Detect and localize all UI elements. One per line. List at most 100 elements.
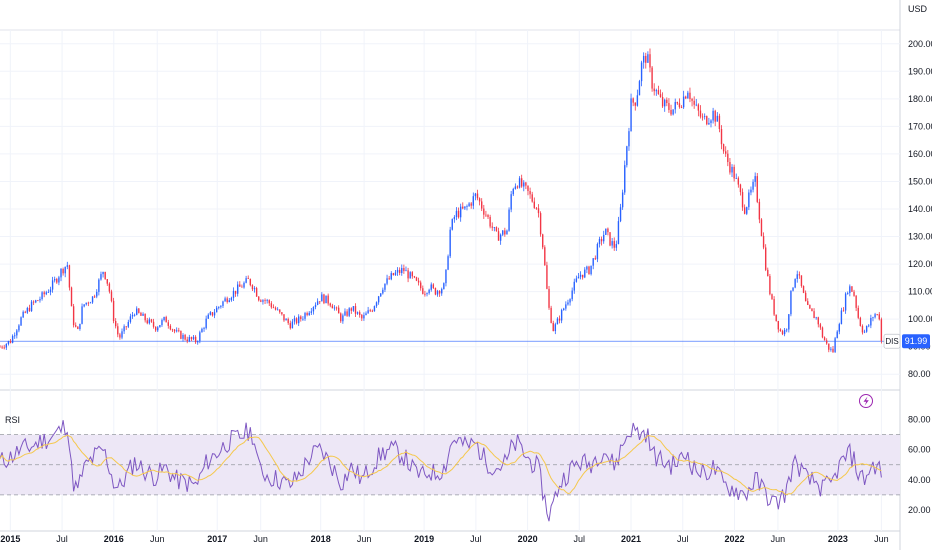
candle[interactable] bbox=[407, 267, 409, 283]
candle[interactable] bbox=[26, 306, 29, 314]
candle[interactable] bbox=[836, 330, 838, 339]
candle[interactable] bbox=[215, 305, 218, 313]
candle[interactable] bbox=[682, 90, 685, 109]
candle[interactable] bbox=[329, 302, 331, 308]
candle[interactable] bbox=[542, 233, 544, 250]
candle[interactable] bbox=[466, 204, 468, 211]
candle[interactable] bbox=[363, 312, 365, 321]
candle[interactable] bbox=[167, 319, 169, 329]
candle[interactable] bbox=[438, 290, 441, 297]
candle[interactable] bbox=[520, 174, 523, 188]
candle[interactable] bbox=[842, 307, 845, 312]
candle[interactable] bbox=[209, 311, 212, 316]
candle[interactable] bbox=[369, 308, 371, 313]
candle[interactable] bbox=[213, 308, 216, 319]
candle[interactable] bbox=[575, 275, 578, 283]
candle[interactable] bbox=[720, 125, 723, 150]
candle[interactable] bbox=[276, 307, 279, 311]
candle[interactable] bbox=[243, 281, 245, 289]
candle[interactable] bbox=[443, 282, 445, 290]
candle[interactable] bbox=[430, 282, 432, 292]
candle[interactable] bbox=[41, 291, 43, 301]
candle[interactable] bbox=[287, 317, 289, 325]
candle[interactable] bbox=[560, 308, 563, 324]
candle[interactable] bbox=[748, 189, 750, 211]
candle[interactable] bbox=[613, 237, 615, 251]
candle[interactable] bbox=[537, 204, 540, 218]
candle[interactable] bbox=[674, 98, 676, 114]
candle[interactable] bbox=[565, 301, 567, 311]
candle[interactable] bbox=[434, 287, 437, 296]
price-candles[interactable] bbox=[0, 48, 883, 354]
candle[interactable] bbox=[205, 315, 207, 330]
candle[interactable] bbox=[20, 316, 22, 326]
candle[interactable] bbox=[87, 301, 90, 307]
candle[interactable] bbox=[365, 311, 367, 316]
candle[interactable] bbox=[100, 271, 102, 281]
candle[interactable] bbox=[453, 215, 456, 223]
candle[interactable] bbox=[220, 305, 222, 309]
candle[interactable] bbox=[800, 275, 803, 288]
candle[interactable] bbox=[161, 318, 163, 327]
candle[interactable] bbox=[333, 305, 336, 311]
candle[interactable] bbox=[102, 271, 104, 278]
candle[interactable] bbox=[190, 336, 193, 342]
candle[interactable] bbox=[825, 338, 828, 345]
candle[interactable] bbox=[123, 324, 125, 334]
candle[interactable] bbox=[741, 188, 744, 211]
candle[interactable] bbox=[173, 328, 176, 334]
candle[interactable] bbox=[178, 327, 180, 333]
candle[interactable] bbox=[727, 149, 729, 167]
candle[interactable] bbox=[535, 206, 538, 210]
candle[interactable] bbox=[849, 284, 851, 297]
candle[interactable] bbox=[718, 113, 721, 133]
candle[interactable] bbox=[415, 276, 418, 282]
candle[interactable] bbox=[186, 336, 188, 344]
candle[interactable] bbox=[3, 344, 5, 350]
candle[interactable] bbox=[283, 314, 285, 322]
candle[interactable] bbox=[228, 297, 230, 303]
candle[interactable] bbox=[581, 274, 584, 280]
candle[interactable] bbox=[487, 213, 489, 219]
candle[interactable] bbox=[512, 187, 514, 197]
candle[interactable] bbox=[289, 320, 291, 330]
candle[interactable] bbox=[131, 312, 134, 319]
candle[interactable] bbox=[255, 286, 258, 297]
candle[interactable] bbox=[152, 318, 155, 329]
lightning-icon[interactable] bbox=[859, 394, 873, 408]
candle[interactable] bbox=[600, 236, 603, 246]
candle[interactable] bbox=[550, 305, 552, 324]
candle[interactable] bbox=[857, 305, 859, 320]
candle[interactable] bbox=[605, 228, 607, 236]
candle[interactable] bbox=[163, 316, 165, 322]
candle[interactable] bbox=[590, 265, 592, 276]
candle[interactable] bbox=[771, 293, 773, 301]
candle[interactable] bbox=[22, 310, 24, 319]
candle[interactable] bbox=[878, 312, 880, 321]
candle[interactable] bbox=[432, 283, 435, 290]
candle[interactable] bbox=[401, 264, 403, 276]
candle[interactable] bbox=[657, 85, 660, 95]
candle[interactable] bbox=[405, 266, 407, 272]
candle[interactable] bbox=[150, 318, 153, 323]
candle[interactable] bbox=[775, 314, 777, 322]
candle[interactable] bbox=[154, 326, 157, 332]
candle[interactable] bbox=[786, 328, 788, 333]
candle[interactable] bbox=[43, 290, 45, 298]
candle[interactable] bbox=[525, 181, 527, 190]
candle[interactable] bbox=[802, 285, 805, 294]
candle[interactable] bbox=[809, 304, 811, 310]
candle[interactable] bbox=[546, 261, 548, 290]
candle[interactable] bbox=[855, 294, 857, 312]
candle[interactable] bbox=[295, 317, 298, 325]
candle[interactable] bbox=[462, 202, 464, 210]
candle[interactable] bbox=[70, 286, 73, 307]
candle[interactable] bbox=[32, 300, 35, 306]
candle[interactable] bbox=[769, 273, 771, 296]
candle[interactable] bbox=[380, 293, 382, 297]
candle[interactable] bbox=[531, 191, 533, 203]
candle[interactable] bbox=[455, 207, 458, 221]
candle[interactable] bbox=[224, 296, 226, 302]
candle[interactable] bbox=[504, 227, 506, 237]
